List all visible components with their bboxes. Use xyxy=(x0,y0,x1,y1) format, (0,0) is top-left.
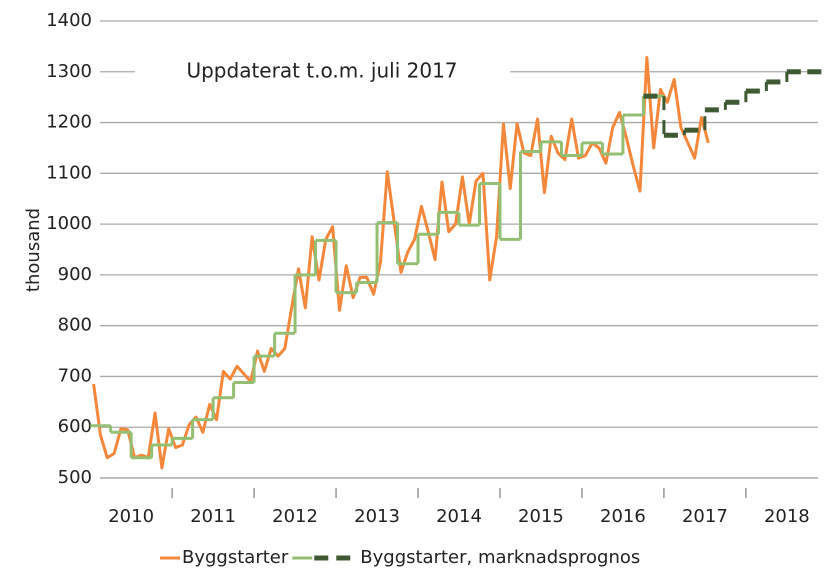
legend-label: Byggstarter xyxy=(182,547,289,568)
annotation: Uppdaterat t.o.m. juli 2017 xyxy=(186,59,457,83)
x-tick-label: 2014 xyxy=(436,506,482,527)
x-tick-label: 2011 xyxy=(190,506,236,527)
x-tick-label: 2012 xyxy=(272,506,318,527)
y-tick-label: 500 xyxy=(58,467,92,488)
y-tick-label: 900 xyxy=(58,264,92,285)
y-tick-label: 1100 xyxy=(46,162,92,183)
x-tick-label: 2010 xyxy=(108,506,154,527)
y-tick-label: 1000 xyxy=(46,213,92,234)
y-tick-label: 1300 xyxy=(46,61,92,82)
x-tick-label: 2015 xyxy=(518,506,564,527)
y-tick-label: 800 xyxy=(58,315,92,336)
annotation-box xyxy=(135,55,510,89)
y-tick-label: 600 xyxy=(58,416,92,437)
x-tick-label: 2018 xyxy=(764,506,810,527)
y-axis-label: thousand xyxy=(23,208,44,292)
y-tick-label: 700 xyxy=(58,365,92,386)
x-tick-label: 2016 xyxy=(600,506,646,527)
x-tick-label: 2013 xyxy=(354,506,400,527)
y-tick-label: 1200 xyxy=(46,112,92,133)
y-tick-label: 1400 xyxy=(46,10,92,31)
x-tick-label: 2017 xyxy=(682,506,728,527)
legend-label: Byggstarter, marknadsprognos xyxy=(360,547,640,568)
line xyxy=(92,56,710,470)
